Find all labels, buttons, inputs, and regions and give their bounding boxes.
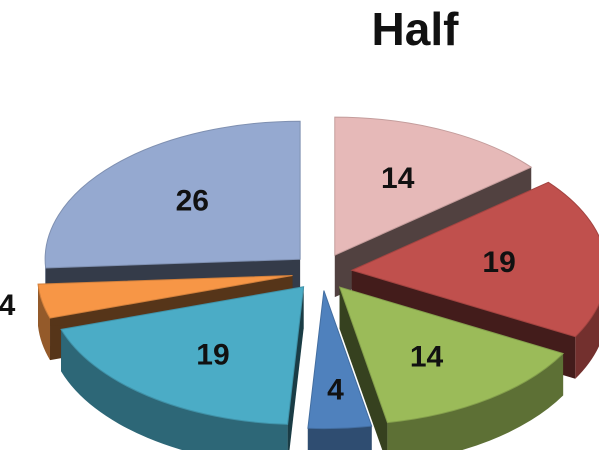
pie-slice-top bbox=[338, 286, 565, 424]
pie-slice-rim bbox=[387, 353, 564, 450]
pie-slice bbox=[307, 290, 373, 450]
chart-title: Half bbox=[371, 3, 459, 55]
data-label: 19 bbox=[196, 338, 229, 371]
data-label: 14 bbox=[381, 162, 415, 195]
data-label: 14 bbox=[410, 340, 444, 373]
pie-slice-rim bbox=[38, 284, 51, 361]
pie-slice-top bbox=[37, 274, 293, 319]
data-label: 4 bbox=[0, 289, 16, 322]
pie-slice-side bbox=[339, 287, 388, 450]
data-label: 19 bbox=[482, 246, 515, 279]
data-label: 4 bbox=[327, 374, 344, 407]
pie-slice bbox=[60, 286, 305, 450]
pie-slice-top bbox=[60, 286, 305, 425]
data-label: 26 bbox=[176, 185, 209, 218]
pie-slice-top bbox=[307, 290, 373, 430]
pie-slice-top bbox=[334, 116, 533, 256]
pie-slice-top bbox=[44, 120, 301, 269]
pie-slice-top bbox=[350, 181, 599, 338]
pie-slice-rim bbox=[61, 329, 288, 450]
pie-slice-rim bbox=[307, 426, 372, 450]
pie-slice bbox=[338, 286, 565, 450]
pie-slice-rim bbox=[575, 304, 599, 379]
